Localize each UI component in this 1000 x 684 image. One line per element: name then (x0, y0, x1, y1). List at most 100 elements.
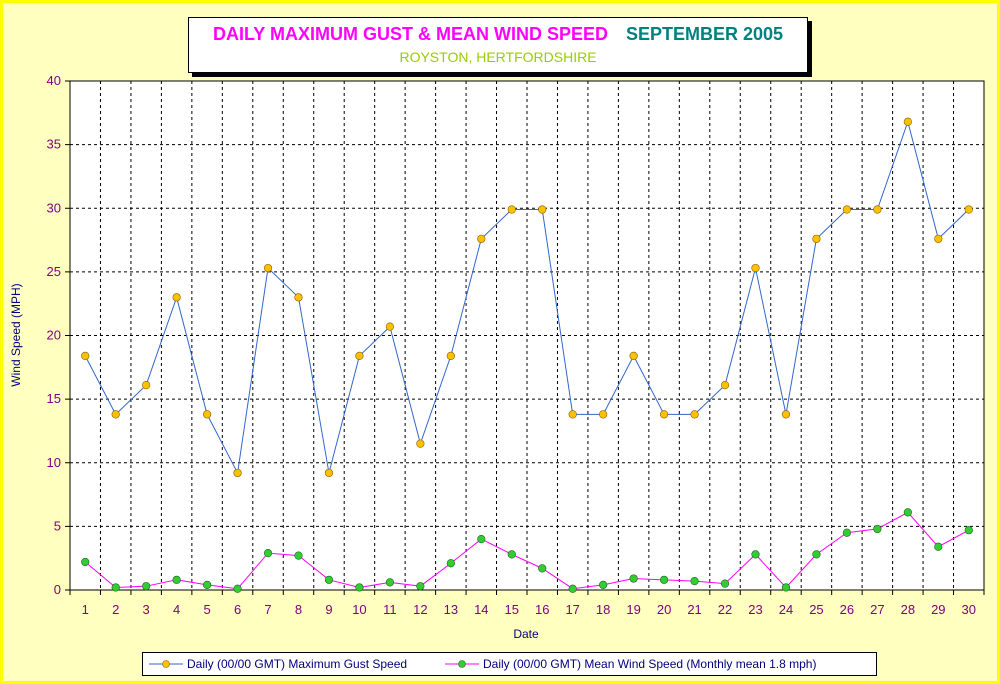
x-tick-label: 4 (173, 602, 180, 617)
data-point-mean (263, 548, 273, 558)
plot-border (69, 80, 985, 591)
x-tick-label: 13 (444, 602, 458, 617)
data-point-gust (142, 381, 151, 390)
data-point-gust (659, 410, 669, 419)
legend-item-gust: Daily (00/00 GMT) Maximum Gust Speed (149, 657, 407, 671)
x-tick-label: 5 (203, 602, 210, 617)
data-point-mean (812, 550, 821, 559)
x-tick-label: 19 (626, 602, 640, 617)
x-tick-label: 14 (474, 602, 488, 617)
title-box: DAILY MAXIMUM GUST & MEAN WIND SPEED SEPT… (188, 17, 808, 73)
x-tick-label: 20 (657, 602, 671, 617)
data-point-mean (568, 584, 577, 593)
data-point-mean (172, 575, 181, 584)
data-point-gust (172, 293, 181, 302)
grid (70, 80, 984, 590)
data-point-gust (781, 410, 791, 419)
x-tick-label: 17 (565, 602, 579, 617)
data-point-gust (842, 205, 852, 214)
x-tick-label: 16 (535, 602, 549, 617)
x-tick-label: 7 (264, 602, 271, 617)
legend-mean-label: Daily (00/00 GMT) Mean Wind Speed (Month… (483, 657, 817, 671)
legend: Daily (00/00 GMT) Maximum Gust Speed Dai… (142, 652, 877, 676)
y-tick-label: 40 (47, 73, 61, 88)
data-point-mean (599, 580, 608, 590)
data-point-gust (538, 205, 547, 214)
x-tick-label: 22 (718, 602, 732, 617)
chart-subtitle: ROYSTON, HERTFORDSHIRE (399, 49, 597, 65)
data-point-gust (507, 205, 516, 214)
data-point-gust (203, 410, 212, 419)
x-tick-label: 28 (901, 602, 915, 617)
y-tick-label: 0 (54, 582, 61, 597)
data-point-gust (599, 410, 608, 419)
data-point-gust (233, 468, 242, 478)
data-point-gust (81, 351, 90, 360)
legend-gust-swatch-icon (149, 660, 183, 668)
data-point-mean (873, 524, 882, 534)
data-point-gust (629, 351, 638, 360)
data-point-gust (477, 234, 486, 243)
x-tick-label: 10 (352, 602, 366, 617)
data-point-gust (324, 468, 334, 478)
legend-gust-label: Daily (00/00 GMT) Maximum Gust Speed (187, 657, 408, 671)
data-point-mean (629, 574, 638, 583)
data-point-gust (720, 381, 730, 390)
x-tick-label: 24 (779, 602, 793, 617)
x-tick-label: 2 (112, 602, 119, 617)
x-tick-label: 29 (931, 602, 945, 617)
data-point-gust (385, 322, 395, 331)
x-tick-label: 21 (687, 602, 701, 617)
data-point-mean (690, 576, 699, 586)
data-point-mean (934, 542, 943, 551)
data-point-mean (842, 528, 852, 537)
y-axis-label: Wind Speed (MPH) (9, 283, 23, 386)
data-point-gust (446, 351, 455, 360)
legend-mean-swatch-icon (445, 660, 479, 668)
y-tick-label: 10 (47, 455, 61, 470)
x-tick-label: 1 (82, 602, 89, 617)
x-tick-label: 15 (505, 602, 519, 617)
data-point-mean (507, 550, 516, 559)
x-tick-label: 27 (870, 602, 884, 617)
x-tick-label: 8 (295, 602, 302, 617)
data-point-gust (690, 410, 699, 419)
data-point-mean (385, 578, 395, 587)
x-tick-label: 23 (748, 602, 762, 617)
data-point-mean (903, 508, 912, 517)
data-point-gust (263, 263, 273, 273)
x-tick-label: 18 (596, 602, 610, 617)
chart-title-month: SEPTEMBER 2005 (625, 24, 784, 44)
chart-title: DAILY MAXIMUM GUST & MEAN WIND SPEED SEPT… (189, 24, 807, 45)
data-point-gust (355, 351, 364, 360)
data-point-mean (477, 534, 486, 544)
x-tick-label: 30 (962, 602, 976, 617)
data-point-gust (934, 234, 943, 243)
chart-title-main: DAILY MAXIMUM GUST & MEAN WIND SPEED (212, 24, 608, 44)
x-axis-label: Date (513, 627, 539, 641)
y-tick-label: 20 (47, 328, 61, 343)
data-point-mean (142, 582, 151, 591)
series-line-mean (84, 511, 970, 590)
data-point-mean (538, 564, 547, 573)
y-tick-label: 25 (47, 264, 61, 279)
x-tick-label: 3 (143, 602, 150, 617)
data-point-mean (111, 583, 120, 592)
data-point-gust (751, 263, 760, 273)
data-point-gust (294, 293, 303, 302)
data-point-mean (659, 575, 669, 584)
data-point-mean (233, 584, 242, 593)
data-point-gust (812, 234, 821, 243)
data-point-gust (416, 439, 425, 448)
x-tick-label: 11 (383, 602, 397, 617)
x-tick-label: 12 (413, 602, 427, 617)
series-line-gust (84, 119, 970, 475)
data-point-mean (294, 551, 303, 560)
series-layer (81, 117, 973, 593)
x-tick-label: 26 (840, 602, 854, 617)
data-point-mean (720, 579, 730, 588)
data-point-gust (111, 410, 120, 419)
data-point-mean (781, 583, 791, 592)
